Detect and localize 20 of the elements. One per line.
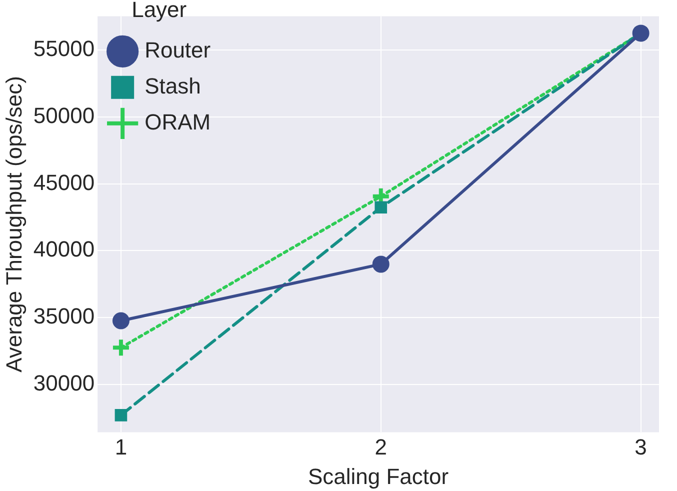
x-tick-label: 3 <box>634 434 647 460</box>
y-tick-label: 40000 <box>33 236 95 262</box>
y-tick-label: 45000 <box>33 170 95 195</box>
point <box>374 201 388 214</box>
y-tick-label: 55000 <box>33 36 95 62</box>
y-axis-title: Average Throughput (ops/sec) <box>1 76 26 372</box>
x-tick-label: 2 <box>374 434 388 460</box>
legend-label: ORAM <box>144 109 211 134</box>
point <box>372 256 390 273</box>
point <box>112 312 130 330</box>
y-tick-label: 30000 <box>33 370 95 396</box>
y-tick-label: 50000 <box>33 102 95 128</box>
x-axis-title: Scaling Factor <box>308 464 449 489</box>
legend-label: Stash <box>144 73 201 98</box>
point <box>114 409 128 422</box>
point <box>110 338 131 358</box>
legend-title: Layer <box>132 0 187 22</box>
legend-label: Router <box>144 37 211 62</box>
y-tick-label: 35000 <box>33 304 95 329</box>
x-tick-label: 1 <box>114 434 128 460</box>
